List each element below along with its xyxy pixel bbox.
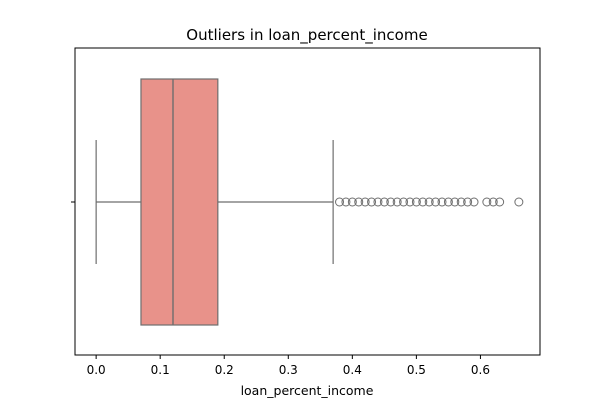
- outlier-point: [456, 197, 466, 207]
- outlier-point: [450, 197, 460, 207]
- outlier-point: [335, 197, 345, 207]
- outlier-point: [373, 197, 383, 207]
- outlier-point: [514, 197, 524, 207]
- chart-title: Outliers in loan_percent_income: [186, 26, 427, 45]
- outlier-point: [360, 197, 370, 207]
- outlier-point: [418, 197, 428, 207]
- iqr-box: [140, 78, 219, 326]
- x-tick-label: 0.6: [471, 363, 490, 377]
- plot-area: 0.0 0.1 0.2 0.3 0.4 0.5 0.6: [71, 78, 524, 377]
- outlier-point: [379, 197, 389, 207]
- outlier-point: [437, 197, 447, 207]
- outlier-point: [347, 197, 357, 207]
- x-tick-label: 0.2: [215, 363, 234, 377]
- outlier-point: [341, 197, 351, 207]
- outlier-point: [488, 197, 498, 207]
- outlier-point: [443, 197, 453, 207]
- outlier-point: [392, 197, 402, 207]
- x-tick-label: 0.3: [279, 363, 298, 377]
- outlier-point: [354, 197, 364, 207]
- x-tick-label: 0.0: [87, 363, 106, 377]
- axes-frame: [74, 47, 541, 356]
- outlier-point: [411, 197, 421, 207]
- x-axis-label: loan_percent_income: [241, 383, 374, 398]
- outlier-point: [463, 197, 473, 207]
- outlier-point: [469, 197, 479, 207]
- x-tick-label: 0.1: [151, 363, 170, 377]
- x-tick-label: 0.5: [407, 363, 426, 377]
- outlier-point: [431, 197, 441, 207]
- outlier-point: [399, 197, 409, 207]
- outlier-point: [424, 197, 434, 207]
- outlier-point: [386, 197, 396, 207]
- outlier-point: [482, 197, 492, 207]
- outlier-point: [495, 197, 505, 207]
- outlier-point: [367, 197, 377, 207]
- outlier-point: [405, 197, 415, 207]
- x-tick-label: 0.4: [343, 363, 362, 377]
